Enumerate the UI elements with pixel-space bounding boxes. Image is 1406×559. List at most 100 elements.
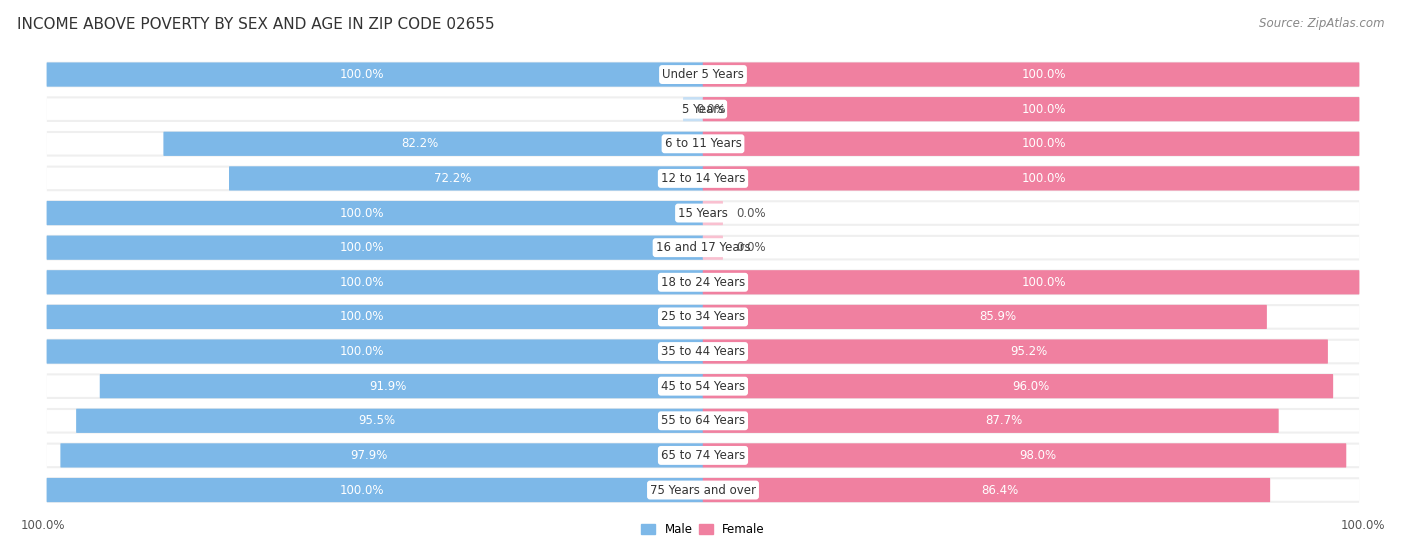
- Text: 100.0%: 100.0%: [340, 68, 384, 81]
- Text: 100.0%: 100.0%: [1022, 276, 1066, 289]
- FancyBboxPatch shape: [703, 168, 1360, 189]
- Text: 86.4%: 86.4%: [981, 484, 1018, 496]
- Text: 5 Years: 5 Years: [682, 103, 724, 116]
- Text: 91.9%: 91.9%: [370, 380, 408, 392]
- FancyBboxPatch shape: [46, 408, 1360, 434]
- FancyBboxPatch shape: [703, 167, 1360, 191]
- Text: 100.0%: 100.0%: [1022, 68, 1066, 81]
- FancyBboxPatch shape: [46, 200, 1360, 226]
- Text: 18 to 24 Years: 18 to 24 Years: [661, 276, 745, 289]
- FancyBboxPatch shape: [703, 341, 1360, 362]
- FancyBboxPatch shape: [46, 168, 703, 189]
- Text: 87.7%: 87.7%: [986, 414, 1022, 427]
- FancyBboxPatch shape: [46, 479, 703, 501]
- Text: 0.0%: 0.0%: [735, 206, 765, 220]
- FancyBboxPatch shape: [46, 165, 1360, 191]
- FancyBboxPatch shape: [100, 374, 703, 398]
- FancyBboxPatch shape: [703, 272, 1360, 293]
- Text: 15 Years: 15 Years: [678, 206, 728, 220]
- FancyBboxPatch shape: [46, 235, 703, 260]
- FancyBboxPatch shape: [703, 237, 1360, 258]
- FancyBboxPatch shape: [46, 98, 703, 120]
- Text: 6 to 11 Years: 6 to 11 Years: [665, 138, 741, 150]
- FancyBboxPatch shape: [703, 443, 1347, 467]
- Text: 100.0%: 100.0%: [1022, 103, 1066, 116]
- Text: 35 to 44 Years: 35 to 44 Years: [661, 345, 745, 358]
- FancyBboxPatch shape: [60, 443, 703, 467]
- Text: 98.0%: 98.0%: [1019, 449, 1056, 462]
- FancyBboxPatch shape: [46, 64, 703, 86]
- Text: Source: ZipAtlas.com: Source: ZipAtlas.com: [1260, 17, 1385, 30]
- FancyBboxPatch shape: [46, 373, 1360, 399]
- FancyBboxPatch shape: [703, 445, 1360, 466]
- Text: 45 to 54 Years: 45 to 54 Years: [661, 380, 745, 392]
- Text: 65 to 74 Years: 65 to 74 Years: [661, 449, 745, 462]
- FancyBboxPatch shape: [46, 96, 1360, 122]
- Legend: Male, Female: Male, Female: [637, 518, 769, 541]
- FancyBboxPatch shape: [46, 270, 703, 295]
- FancyBboxPatch shape: [46, 269, 1360, 295]
- FancyBboxPatch shape: [703, 132, 1360, 156]
- FancyBboxPatch shape: [703, 339, 1327, 364]
- FancyBboxPatch shape: [703, 478, 1270, 502]
- Text: 0.0%: 0.0%: [735, 241, 765, 254]
- Text: 0.0%: 0.0%: [696, 103, 725, 116]
- Text: 82.2%: 82.2%: [402, 138, 439, 150]
- FancyBboxPatch shape: [703, 201, 723, 225]
- FancyBboxPatch shape: [46, 376, 703, 397]
- FancyBboxPatch shape: [46, 477, 1360, 503]
- FancyBboxPatch shape: [46, 341, 703, 362]
- Text: 100.0%: 100.0%: [21, 519, 65, 533]
- FancyBboxPatch shape: [703, 409, 1278, 433]
- FancyBboxPatch shape: [46, 272, 703, 293]
- Text: 97.9%: 97.9%: [350, 449, 388, 462]
- FancyBboxPatch shape: [683, 97, 703, 121]
- FancyBboxPatch shape: [46, 131, 1360, 157]
- Text: 95.2%: 95.2%: [1010, 345, 1047, 358]
- FancyBboxPatch shape: [46, 201, 703, 225]
- FancyBboxPatch shape: [46, 61, 1360, 87]
- FancyBboxPatch shape: [703, 410, 1360, 432]
- FancyBboxPatch shape: [46, 478, 703, 502]
- FancyBboxPatch shape: [703, 235, 723, 260]
- Text: 16 and 17 Years: 16 and 17 Years: [655, 241, 751, 254]
- FancyBboxPatch shape: [703, 376, 1360, 397]
- FancyBboxPatch shape: [46, 237, 703, 258]
- FancyBboxPatch shape: [703, 97, 1360, 121]
- Text: 85.9%: 85.9%: [980, 310, 1017, 324]
- Text: 100.0%: 100.0%: [340, 345, 384, 358]
- Text: 100.0%: 100.0%: [1022, 138, 1066, 150]
- FancyBboxPatch shape: [46, 339, 703, 364]
- Text: 95.5%: 95.5%: [359, 414, 395, 427]
- FancyBboxPatch shape: [46, 133, 703, 154]
- Text: 100.0%: 100.0%: [340, 276, 384, 289]
- Text: 100.0%: 100.0%: [340, 310, 384, 324]
- Text: 100.0%: 100.0%: [340, 484, 384, 496]
- Text: Under 5 Years: Under 5 Years: [662, 68, 744, 81]
- FancyBboxPatch shape: [46, 445, 703, 466]
- FancyBboxPatch shape: [46, 304, 1360, 330]
- FancyBboxPatch shape: [703, 133, 1360, 154]
- FancyBboxPatch shape: [703, 202, 1360, 224]
- Text: 100.0%: 100.0%: [1341, 519, 1385, 533]
- Text: 96.0%: 96.0%: [1012, 380, 1050, 392]
- FancyBboxPatch shape: [703, 64, 1360, 86]
- Text: 25 to 34 Years: 25 to 34 Years: [661, 310, 745, 324]
- FancyBboxPatch shape: [46, 305, 703, 329]
- Text: 100.0%: 100.0%: [340, 241, 384, 254]
- FancyBboxPatch shape: [703, 306, 1360, 328]
- FancyBboxPatch shape: [46, 235, 1360, 260]
- FancyBboxPatch shape: [46, 202, 703, 224]
- FancyBboxPatch shape: [46, 443, 1360, 468]
- FancyBboxPatch shape: [703, 63, 1360, 87]
- Text: 72.2%: 72.2%: [434, 172, 471, 185]
- FancyBboxPatch shape: [46, 63, 703, 87]
- FancyBboxPatch shape: [703, 270, 1360, 295]
- FancyBboxPatch shape: [163, 132, 703, 156]
- Text: 75 Years and over: 75 Years and over: [650, 484, 756, 496]
- FancyBboxPatch shape: [76, 409, 703, 433]
- FancyBboxPatch shape: [229, 167, 703, 191]
- FancyBboxPatch shape: [46, 410, 703, 432]
- Text: 100.0%: 100.0%: [340, 206, 384, 220]
- FancyBboxPatch shape: [46, 306, 703, 328]
